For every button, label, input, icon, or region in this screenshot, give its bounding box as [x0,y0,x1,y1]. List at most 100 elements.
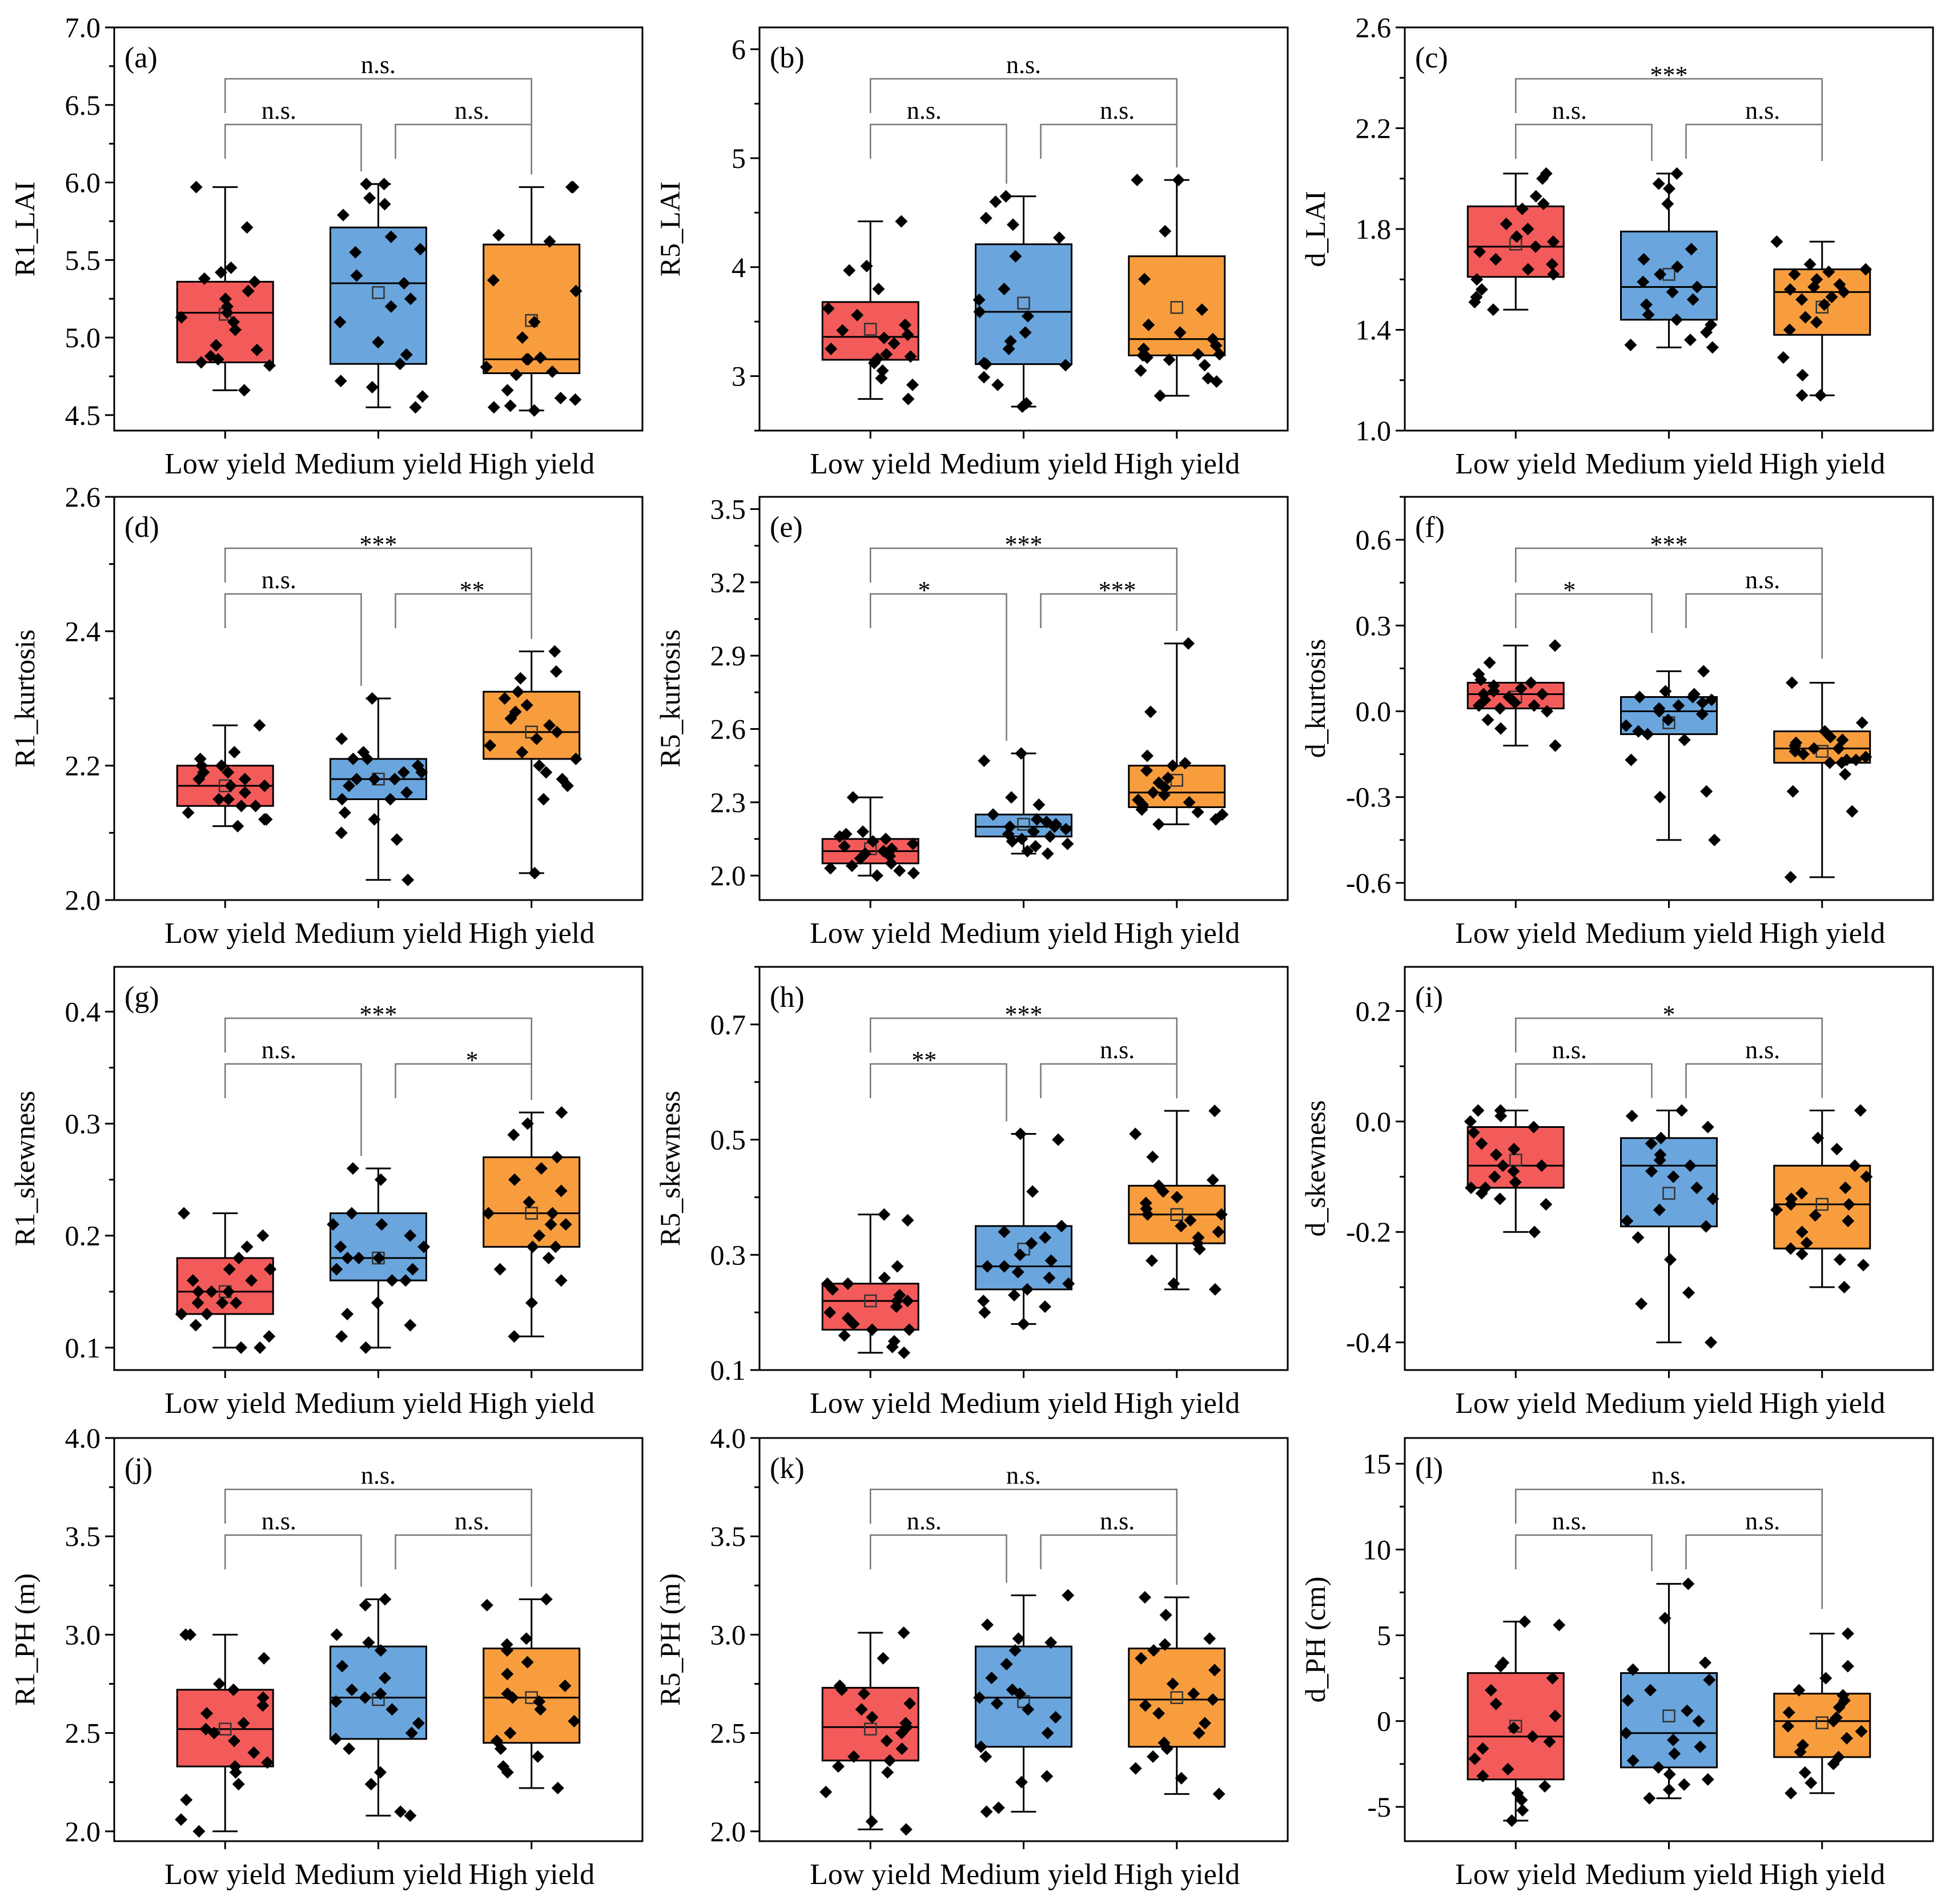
data-point [1489,252,1502,266]
data-point [535,1162,548,1175]
data-point [1029,839,1042,853]
data-point [838,839,851,853]
data-point [220,306,234,319]
data-point [1624,338,1637,351]
data-point [1696,696,1709,709]
data-point [1131,174,1144,187]
data-point [1546,258,1559,271]
significance-bracket: * [1515,576,1653,633]
box-group [973,190,1072,413]
y-tick-label: 6 [732,33,746,65]
data-point [1833,1253,1846,1266]
data-point [343,779,356,792]
data-point [1187,1687,1200,1700]
data-point [350,269,363,282]
x-category-label: Medium yield [940,1858,1107,1891]
iqr-box [483,243,581,375]
significance-label: n.s. [262,1036,296,1064]
box-group [1128,1104,1228,1296]
data-point [1659,685,1672,698]
data-point [1645,1137,1658,1150]
data-point [1163,353,1176,366]
data-point [1048,820,1061,833]
box-group [1620,167,1719,354]
data-point [1012,1632,1025,1645]
box-group [975,747,1074,860]
significance-label: ** [911,1046,937,1074]
data-point [546,365,559,378]
data-point [1782,1706,1795,1719]
data-point [819,1785,833,1798]
x-category-label: Medium yield [1585,1387,1753,1420]
box-group [1466,167,1565,316]
data-point [1475,1187,1488,1200]
data-point [416,390,429,403]
data-point [540,1593,553,1606]
data-point [372,336,385,349]
data-point [1697,665,1710,678]
significance-bracket: n.s. [1685,97,1823,161]
data-point [1794,1745,1807,1758]
data-point [1795,1226,1809,1239]
y-axis-title: R1_kurtosis [9,629,41,768]
data-point [1699,1656,1712,1669]
data-point [1796,368,1809,381]
data-point [1493,1192,1506,1206]
data-point [1854,1104,1867,1117]
data-point [554,1184,568,1198]
data-point [198,272,211,285]
bracket-line [1515,1017,1823,1098]
data-point [330,1628,343,1641]
data-point [1842,1214,1855,1227]
data-point [879,833,893,846]
data-point [487,274,500,287]
data-point [1536,688,1549,701]
data-point [253,719,266,732]
y-tick-label: 0.3 [1356,609,1392,641]
data-point [1632,725,1645,738]
data-point [875,372,888,385]
significance-bracket: * [1515,1001,1823,1098]
data-point [222,766,235,779]
data-point [1043,1271,1056,1284]
data-point [374,1173,387,1186]
box-group [975,1127,1075,1331]
data-point [346,1162,359,1175]
data-point [1021,310,1034,323]
data-point [329,1732,342,1745]
data-point [1474,673,1488,686]
x-category-label: Medium yield [295,1858,462,1891]
data-point [511,685,524,698]
data-point [550,725,564,738]
data-point [523,1195,536,1208]
y-tick-label: 0.1 [65,1332,101,1364]
data-point [374,1687,387,1700]
data-point [1156,1185,1170,1198]
data-point [1810,316,1823,329]
data-point [851,308,864,322]
data-point [998,1260,1011,1273]
panel-letter: (k) [770,1452,805,1485]
data-point [1631,1231,1645,1244]
data-point [1158,789,1171,802]
data-point [1210,375,1223,388]
data-point [504,399,517,412]
data-point [569,752,582,765]
data-point [487,401,500,414]
data-point [200,1707,214,1720]
data-point [191,1296,204,1309]
x-category-label: Low yield [810,1858,931,1891]
data-point [254,1341,267,1354]
data-point [822,302,835,315]
x-category-label: Low yield [810,917,931,950]
data-point [1797,748,1810,761]
data-point [329,1695,343,1708]
y-tick-label: 2.0 [65,1815,101,1847]
data-point [211,353,224,366]
data-point [256,1699,270,1712]
data-point [990,1697,1003,1710]
data-point [1686,293,1699,306]
box-group [1773,1627,1871,1799]
data-point [866,1323,879,1336]
box-group [1466,639,1565,752]
